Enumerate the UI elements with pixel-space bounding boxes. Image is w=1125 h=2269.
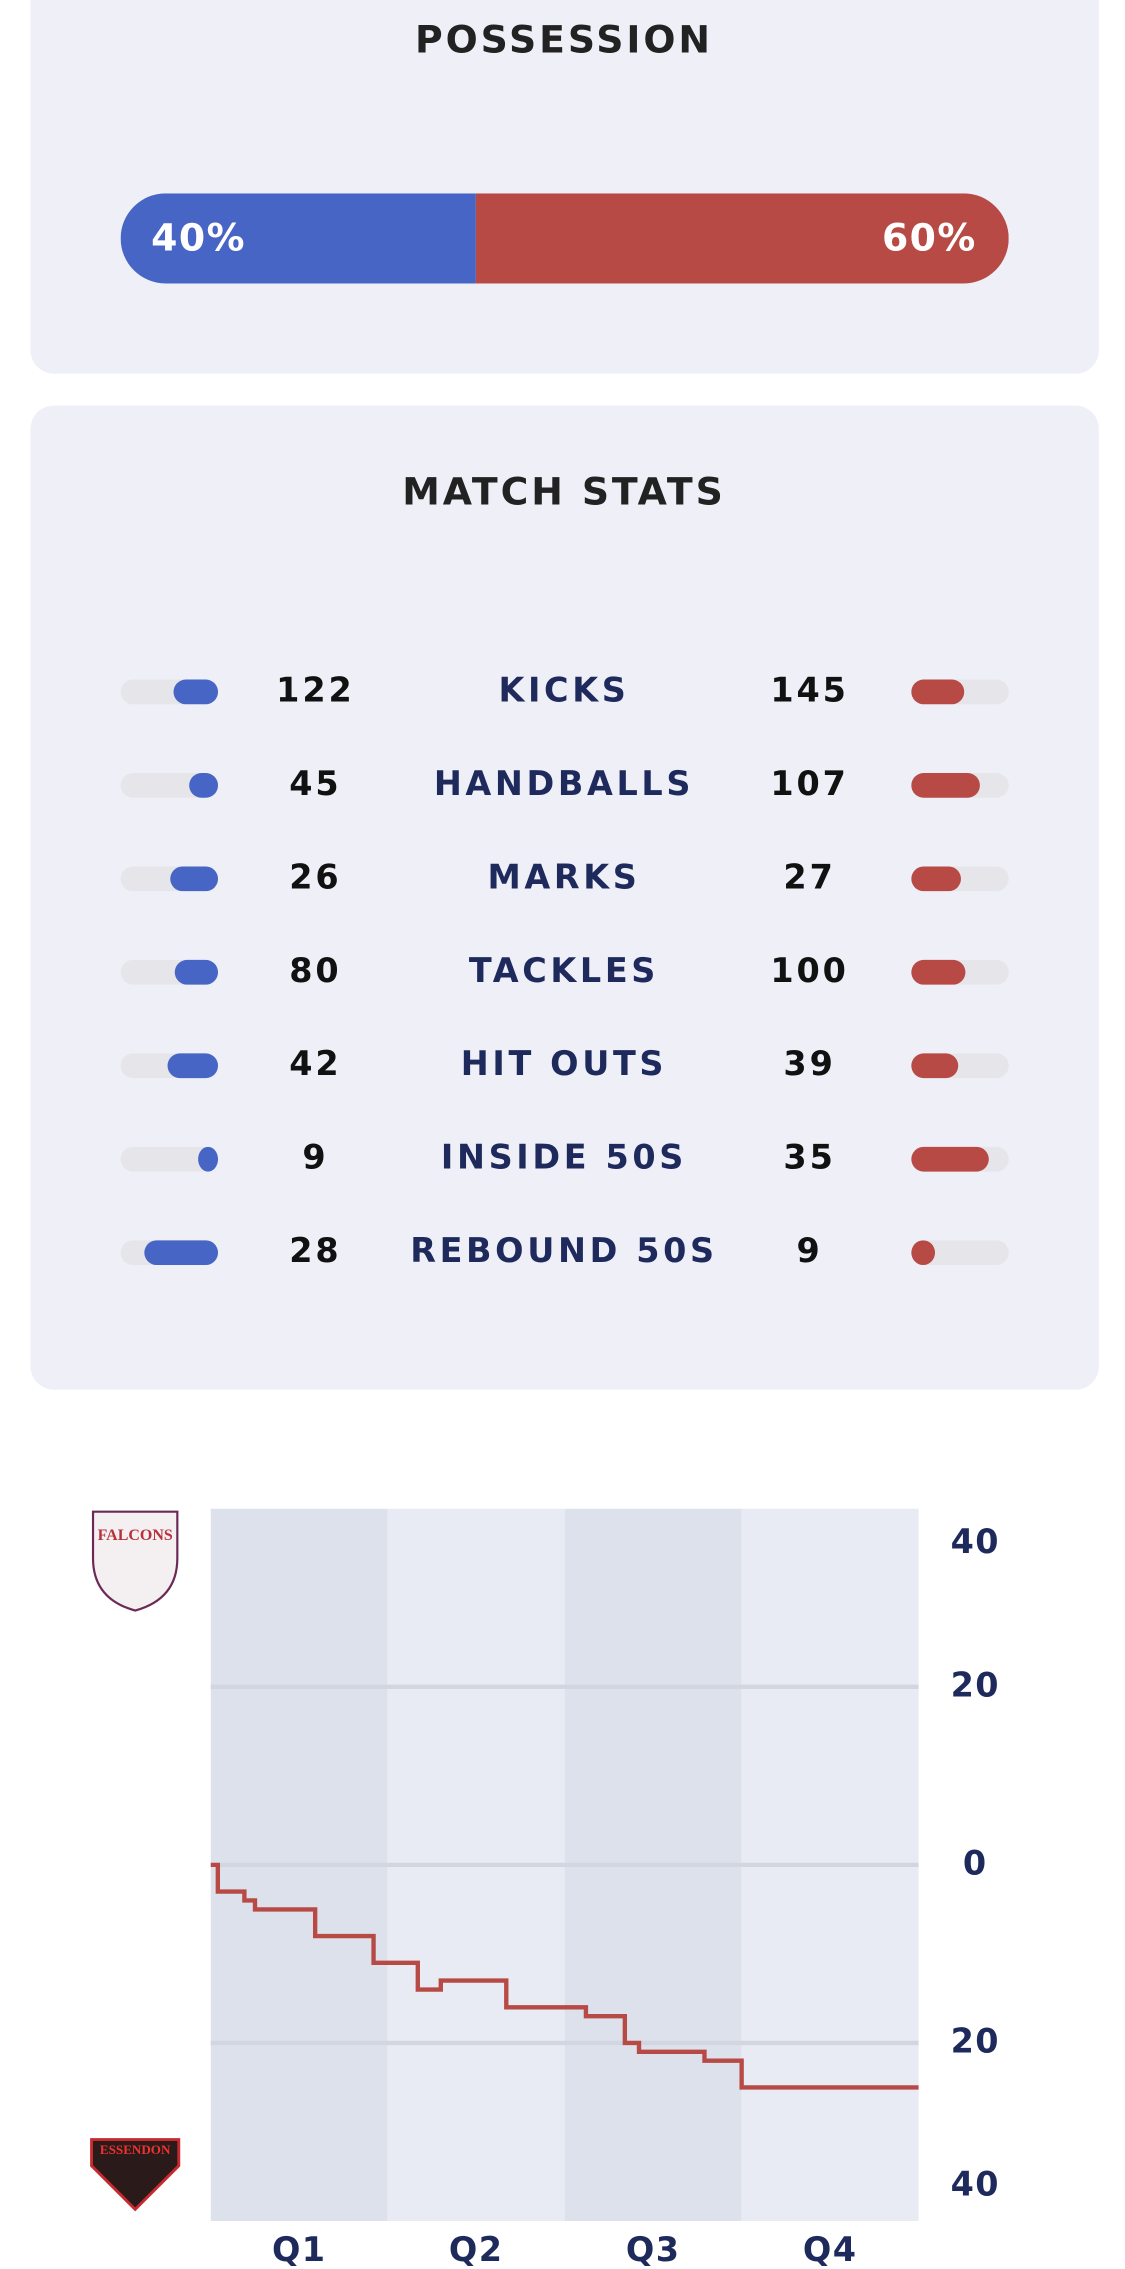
stat-label: MARKS <box>487 857 640 896</box>
stat-value: 107 <box>770 764 849 803</box>
stats-title: MATCH STATS <box>402 470 726 514</box>
stat-value: 80 <box>289 951 341 990</box>
stat-label: HANDBALLS <box>434 764 694 803</box>
stat-value: 122 <box>276 670 355 709</box>
stat-label: INSIDE 50S <box>441 1138 687 1177</box>
team-label: ESSENDON <box>100 2142 171 2157</box>
y-tick-label: 20 <box>951 1665 1000 1704</box>
stat-value: 27 <box>783 857 835 896</box>
stat-bar <box>144 1240 219 1266</box>
stat-value: 100 <box>770 951 849 990</box>
stat-value: 26 <box>289 857 341 896</box>
stat-label: REBOUND 50S <box>410 1231 718 1270</box>
possession-bar <box>120 193 476 284</box>
y-tick-label: 0 <box>963 1843 988 1882</box>
stat-label: TACKLES <box>469 951 659 990</box>
stat-value: 39 <box>783 1044 835 1083</box>
stat-bar <box>174 959 219 985</box>
y-tick-label: 40 <box>951 1522 1000 1561</box>
x-tick-label: Q2 <box>449 2230 504 2269</box>
stat-value: 42 <box>289 1044 341 1083</box>
stat-bar <box>911 1146 989 1172</box>
stat-bar <box>167 1053 219 1079</box>
stat-bar <box>911 1053 959 1079</box>
x-tick-label: Q3 <box>626 2230 681 2269</box>
x-tick-label: Q1 <box>272 2230 327 2269</box>
x-tick-label: Q4 <box>803 2230 858 2269</box>
stat-bar <box>911 1240 936 1266</box>
y-tick-label: 40 <box>951 2165 1000 2204</box>
stat-bar <box>198 1146 219 1172</box>
y-tick-label: 20 <box>951 2021 1000 2060</box>
stat-value: 45 <box>289 764 341 803</box>
falcons-logo: FALCONS <box>91 1510 179 1612</box>
stat-value: 28 <box>289 1231 341 1270</box>
stat-bar <box>911 773 980 798</box>
stat-track <box>911 1240 1009 1266</box>
possession-title: POSSESSION <box>415 18 713 62</box>
stat-value: 35 <box>783 1138 835 1177</box>
stats-card <box>30 405 1099 1390</box>
stat-bar <box>170 866 219 892</box>
stat-bar <box>911 959 966 985</box>
worm-line <box>210 1862 919 2090</box>
stat-bar <box>189 773 219 798</box>
team-label: FALCONS <box>98 1527 173 1544</box>
stat-value: 145 <box>770 670 849 709</box>
stat-value: 9 <box>302 1138 328 1177</box>
stat-value: 9 <box>797 1231 823 1270</box>
essendon-logo: ESSENDON <box>90 2138 181 2212</box>
possession-label: 60% <box>882 215 977 259</box>
stat-bar <box>173 679 219 705</box>
stat-label: HIT OUTS <box>461 1044 667 1083</box>
stat-label: KICKS <box>498 670 629 709</box>
possession-label: 40% <box>151 215 246 259</box>
stat-bar <box>911 866 961 892</box>
stat-bar <box>911 679 965 705</box>
possession-bar <box>475 193 1009 284</box>
stat-track <box>120 1146 219 1172</box>
